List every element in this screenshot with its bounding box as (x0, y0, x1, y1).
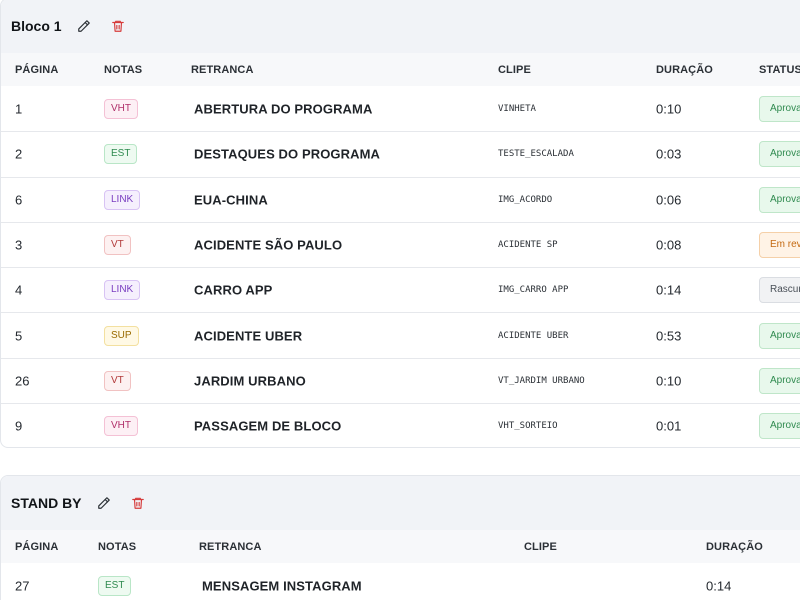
nota-badge: LINK (104, 189, 141, 210)
row-retranca[interactable]: MENSAGEM INSTAGRAM (202, 578, 362, 594)
table-row[interactable]: 5 SUP ACIDENTE UBER ACIDENTE UBER 0:53 Aprova… (1, 312, 800, 357)
row-nota-badge: VT (104, 235, 131, 256)
status-badge[interactable]: Aprovado (759, 322, 800, 349)
row-pagina: 2 (15, 146, 23, 162)
table-row[interactable]: 4 LINK CARRO APP IMG_CARRO APP 0:14 Rascunho (1, 267, 800, 312)
row-retranca[interactable]: CARRO APP (194, 282, 273, 298)
row-pagina: 6 (15, 192, 23, 208)
nota-badge: SUP (104, 325, 139, 346)
header-retranca: RETRANCA (199, 541, 262, 553)
row-clipe: ACIDENTE UBER (498, 330, 569, 341)
row-retranca[interactable]: JARDIM URBANO (194, 373, 306, 389)
row-retranca[interactable]: EUA-CHINA (194, 192, 268, 208)
row-duracao: 0:08 (656, 237, 682, 253)
row-nota-badge: VHT (104, 98, 138, 119)
row-nota-badge: VT (104, 370, 131, 391)
row-pagina: 1 (15, 101, 23, 117)
block-1: Bloco 1 PÁGINA NOTAS RETRANCA CLIPE DURA… (0, 0, 800, 448)
block-title: STAND BY (11, 495, 82, 511)
row-pagina: 3 (15, 237, 23, 253)
table-row[interactable]: 27 EST MENSAGEM INSTAGRAM 0:14 (1, 563, 800, 600)
row-duracao: 0:14 (706, 578, 732, 594)
header-status: STATUS (759, 64, 800, 76)
row-retranca[interactable]: ACIDENTE UBER (194, 328, 303, 344)
row-clipe: VINHETA (498, 103, 536, 114)
row-retranca[interactable]: DESTAQUES DO PROGRAMA (194, 146, 381, 162)
table-row[interactable]: 26 VT JARDIM URBANO VT_JARDIM URBANO 0:10 Apr… (1, 357, 800, 403)
row-pagina: 4 (15, 282, 23, 298)
row-clipe: IMG_ACORDO (498, 194, 553, 205)
table-row[interactable]: 1 VHT ABERTURA DO PROGRAMA VINHETA 0:10 Aprov… (1, 86, 800, 131)
row-clipe: IMG_CARRO APP (498, 285, 569, 296)
header-duracao: DURAÇÃO (656, 64, 713, 76)
pencil-icon[interactable] (96, 495, 112, 511)
status-badge[interactable]: Em revisão (759, 232, 800, 259)
nota-badge: VT (104, 235, 131, 256)
status-badge[interactable]: Aprovado (759, 95, 800, 122)
status-badge[interactable]: Aprovado (759, 367, 800, 394)
status-badge[interactable]: Aprovado (759, 413, 800, 440)
row-clipe: TESTE_ESCALADA (498, 149, 574, 160)
block-header: STAND BY (1, 476, 800, 530)
table-body: 1 VHT ABERTURA DO PROGRAMA VINHETA 0:10 Aprov… (1, 86, 800, 447)
row-clipe: ACIDENTE SP (498, 240, 558, 251)
header-clipe: CLIPE (524, 541, 557, 553)
header-duracao: DURAÇÃO (706, 541, 763, 553)
trash-icon[interactable] (130, 495, 146, 511)
block-title: Bloco 1 (11, 18, 62, 34)
table-row[interactable]: 3 VT ACIDENTE SÃO PAULO ACIDENTE SP 0:08 Em r… (1, 221, 800, 267)
nota-badge: VHT (104, 416, 138, 437)
table-body: 27 EST MENSAGEM INSTAGRAM 0:14 (1, 563, 800, 600)
header-pagina: PÁGINA (15, 64, 59, 76)
row-duracao: 0:14 (656, 282, 682, 298)
row-pagina: 26 (15, 373, 30, 389)
row-duracao: 0:10 (656, 373, 682, 389)
row-nota-badge: EST (98, 575, 132, 596)
header-retranca: RETRANCA (191, 64, 254, 76)
row-duracao: 0:06 (656, 192, 682, 208)
block-stand-by: STAND BY PÁGINA NOTAS RETRANCA CLIPE DUR… (0, 475, 800, 600)
row-nota-badge: LINK (104, 280, 141, 301)
table-header: PÁGINA NOTAS RETRANCA CLIPE DURAÇÃO STAT… (1, 53, 800, 86)
block-header: Bloco 1 (1, 0, 800, 53)
row-clipe: VT_JARDIM URBANO (498, 375, 585, 386)
row-retranca[interactable]: ACIDENTE SÃO PAULO (194, 237, 343, 253)
row-nota-badge: SUP (104, 325, 139, 346)
header-notas: NOTAS (98, 541, 137, 553)
row-duracao: 0:53 (656, 328, 682, 344)
header-clipe: CLIPE (498, 64, 531, 76)
nota-badge: VHT (104, 98, 138, 119)
table-row[interactable]: 2 EST DESTAQUES DO PROGRAMA TESTE_ESCALADA 0… (1, 131, 800, 176)
row-retranca[interactable]: ABERTURA DO PROGRAMA (194, 101, 373, 117)
header-notas: NOTAS (104, 64, 143, 76)
trash-icon[interactable] (110, 18, 126, 34)
row-clipe: VHT_SORTEIO (498, 421, 558, 432)
row-nota-badge: VHT (104, 416, 138, 437)
table-row[interactable]: 9 VHT PASSAGEM DE BLOCO VHT_SORTEIO 0:01 Apro… (1, 403, 800, 447)
header-pagina: PÁGINA (15, 541, 59, 553)
row-duracao: 0:03 (656, 146, 682, 162)
status-badge[interactable]: Aprovado (759, 186, 800, 213)
row-pagina: 27 (15, 578, 30, 594)
status-badge[interactable]: Aprovado (759, 141, 800, 168)
row-duracao: 0:10 (656, 101, 682, 117)
nota-badge: VT (104, 370, 131, 391)
nota-badge: LINK (104, 280, 141, 301)
table-row[interactable]: 6 LINK EUA-CHINA IMG_ACORDO 0:06 Aprovado (1, 176, 800, 222)
row-nota-badge: EST (104, 144, 138, 165)
status-badge[interactable]: Rascunho (759, 277, 800, 304)
row-pagina: 5 (15, 328, 23, 344)
table-header: PÁGINA NOTAS RETRANCA CLIPE DURAÇÃO (1, 530, 800, 563)
row-retranca[interactable]: PASSAGEM DE BLOCO (194, 418, 342, 434)
nota-badge: EST (98, 575, 132, 596)
pencil-icon[interactable] (76, 18, 92, 34)
nota-badge: EST (104, 144, 138, 165)
row-nota-badge: LINK (104, 189, 141, 210)
row-duracao: 0:01 (656, 418, 682, 434)
row-pagina: 9 (15, 418, 23, 434)
